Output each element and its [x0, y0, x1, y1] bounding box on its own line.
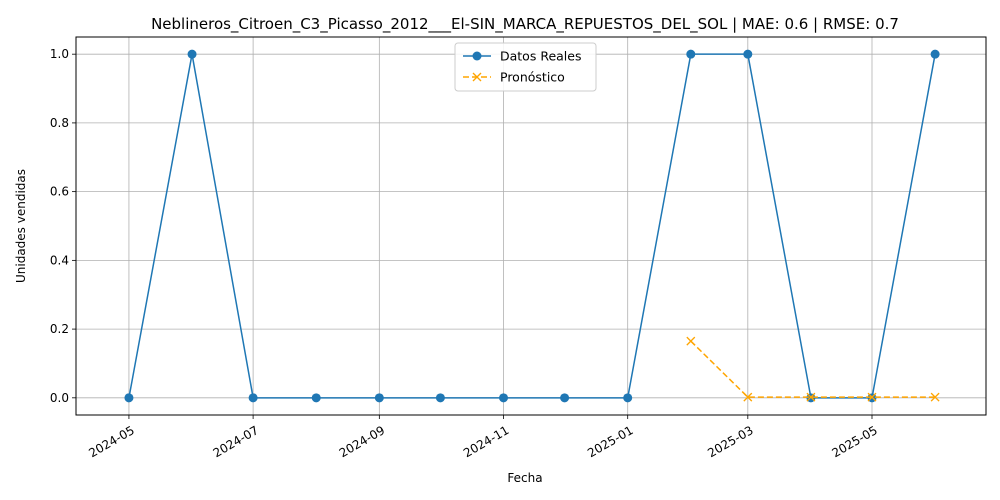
x-tick-label: 2024-11 — [461, 423, 511, 460]
series-1 — [124, 49, 940, 403]
legend-label: Pronóstico — [500, 70, 565, 85]
data-point-stroke — [686, 336, 696, 346]
x-tick-label: 2025-05 — [829, 423, 879, 460]
y-tick-label: 0.6 — [50, 185, 69, 199]
data-point-stroke — [806, 392, 816, 402]
legend-marker — [472, 72, 482, 82]
data-point — [374, 393, 384, 403]
data-point — [686, 49, 696, 59]
data-point — [743, 49, 753, 59]
x-tick-label: 2024-05 — [86, 423, 136, 460]
y-axis-label: Unidades vendidas — [14, 169, 28, 283]
grid-lines — [76, 37, 986, 415]
data-point — [686, 336, 696, 346]
legend: Datos Reales Pronóstico — [454, 42, 597, 92]
data-point — [623, 393, 633, 403]
y-tick-label: 0.0 — [50, 391, 69, 405]
data-point — [930, 49, 940, 59]
x-tick-label: 2025-03 — [705, 423, 755, 460]
y-tick-label: 0.4 — [50, 253, 69, 267]
chart-title: Neblineros_Citroen_C3_Picasso_2012___El-… — [151, 15, 899, 34]
legend-marker — [472, 51, 482, 61]
x-tick-label: 2024-07 — [211, 423, 261, 460]
data-point — [930, 392, 940, 402]
data-point — [124, 393, 134, 403]
data-point — [435, 393, 445, 403]
data-point-stroke — [930, 392, 940, 402]
series-layer — [124, 49, 940, 403]
data-point — [743, 392, 753, 402]
y-tick-label: 0.2 — [50, 322, 69, 336]
y-tick-label: 0.8 — [50, 116, 69, 130]
x-tick-label: 2025-01 — [585, 423, 635, 460]
data-point — [499, 393, 509, 403]
series-line — [690, 340, 936, 398]
data-point — [248, 393, 258, 403]
series-2 — [686, 336, 940, 402]
legend-label: Datos Reales — [500, 49, 581, 64]
data-point — [867, 392, 877, 402]
y-tick-label: 1.0 — [50, 47, 69, 61]
x-tick-label: 2024-09 — [337, 423, 387, 460]
data-point-stroke — [743, 392, 753, 402]
legend-box — [454, 42, 597, 92]
data-point — [311, 393, 321, 403]
x-axis-label: Fecha — [507, 471, 542, 485]
data-point — [187, 49, 197, 59]
data-point — [560, 393, 570, 403]
series-line — [128, 53, 936, 399]
data-point — [806, 392, 816, 402]
plot-area-frame — [75, 36, 987, 416]
data-point-stroke — [867, 392, 877, 402]
